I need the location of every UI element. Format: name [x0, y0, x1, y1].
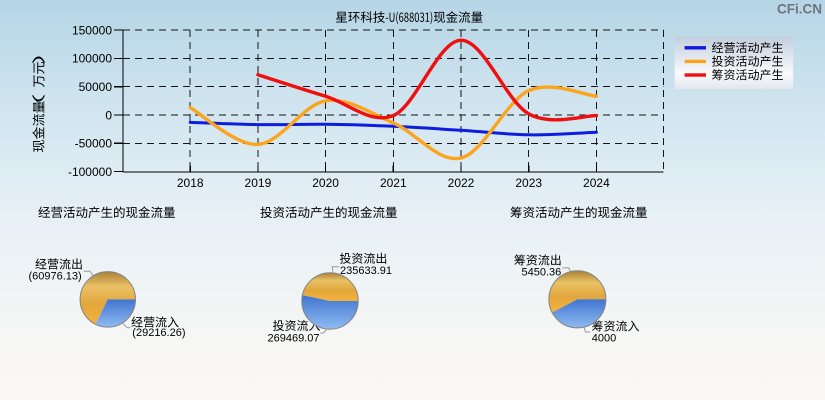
svg-text:2018: 2018 — [177, 176, 204, 190]
svg-text:50000: 50000 — [79, 80, 113, 94]
svg-text:0: 0 — [105, 108, 112, 122]
svg-text:100000: 100000 — [72, 52, 112, 66]
svg-text:150000: 150000 — [72, 23, 112, 37]
svg-text:5450.36: 5450.36 — [522, 267, 562, 279]
svg-text:-50000: -50000 — [75, 137, 113, 151]
svg-text:(29216.26): (29216.26) — [132, 327, 185, 339]
svg-text:2020: 2020 — [312, 176, 339, 190]
svg-text:269469.07: 269469.07 — [268, 333, 320, 345]
svg-text:-100000: -100000 — [68, 165, 112, 179]
svg-text:2023: 2023 — [515, 176, 542, 190]
svg-text:(60976.13): (60976.13) — [28, 271, 81, 283]
svg-text:4000: 4000 — [592, 332, 616, 344]
svg-text:2022: 2022 — [448, 176, 475, 190]
svg-text:235633.91: 235633.91 — [340, 265, 392, 277]
svg-text:2021: 2021 — [380, 176, 407, 190]
svg-text:CFi.CN: CFi.CN — [777, 2, 822, 17]
svg-text:2024: 2024 — [583, 176, 610, 190]
svg-text:2019: 2019 — [245, 176, 272, 190]
